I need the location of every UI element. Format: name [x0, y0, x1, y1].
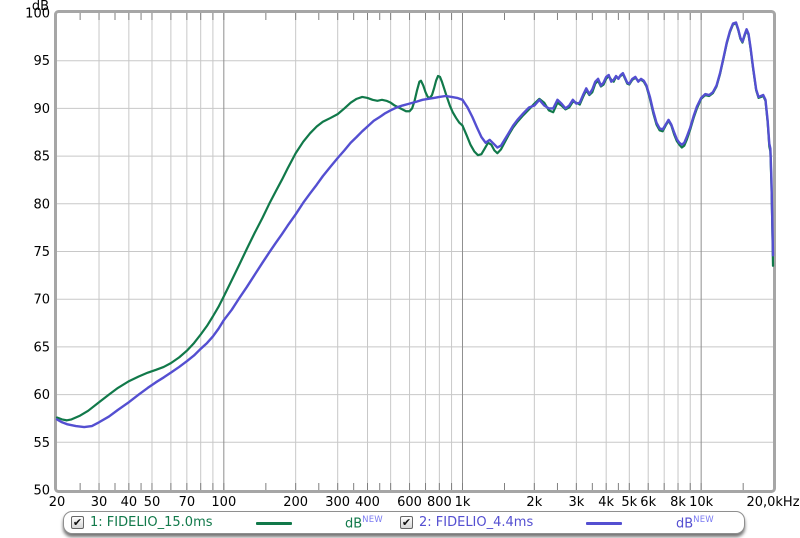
- y-axis-tick-label: 55: [33, 436, 50, 451]
- series-1-curve: [55, 22, 775, 422]
- series-2-label: 2: FIDELIO_4.4ms: [419, 515, 534, 530]
- x-axis-tick-label: 2k: [526, 495, 542, 510]
- x-axis-tick-label: 50: [144, 495, 161, 510]
- x-axis-tick-label: 20: [49, 495, 66, 510]
- series-1-visibility-checkbox[interactable]: ✔: [71, 516, 84, 529]
- x-axis-tick-label: 400: [355, 495, 380, 510]
- y-axis-tick-label: 65: [33, 340, 50, 355]
- x-axis-tick-label: 800: [427, 495, 452, 510]
- checkmark-icon: ✔: [72, 516, 83, 529]
- y-axis-tick-label: 60: [33, 388, 50, 403]
- x-axis-tick-label: 6k: [640, 495, 656, 510]
- y-axis-tick-label: 70: [33, 293, 50, 308]
- series-1-line-swatch: [256, 522, 292, 525]
- series-1-new-badge: NEW: [362, 515, 383, 525]
- series-2-visibility-checkbox[interactable]: ✔: [400, 516, 413, 529]
- plot-border: [54, 10, 776, 493]
- checkmark-icon: ✔: [401, 516, 412, 529]
- x-axis-tick-label: 300: [325, 495, 350, 510]
- series-2-new-badge: NEW: [693, 515, 714, 525]
- y-axis-tick-label: 100: [25, 7, 50, 22]
- x-axis-tick-label: 30: [91, 495, 108, 510]
- x-axis-tick-label: 200: [283, 495, 308, 510]
- x-axis-tick-label: 5k: [621, 495, 637, 510]
- series-1-label: 1: FIDELIO_15.0ms: [90, 515, 213, 530]
- series-2-line-swatch: [586, 522, 622, 525]
- x-axis-tick-label: 3k: [568, 495, 584, 510]
- series-2-unit-badge: dBNEW: [676, 515, 714, 532]
- y-axis-tick-label: 75: [33, 245, 50, 260]
- y-axis-tick-label: 90: [33, 102, 50, 117]
- y-axis-tick-label: 95: [33, 54, 50, 69]
- x-axis-tick-label: 10k: [689, 495, 714, 510]
- db-unit-label: dB: [32, 0, 49, 14]
- x-axis-tick-label: 40: [121, 495, 138, 510]
- y-axis-tick-label: 50: [33, 484, 50, 499]
- y-axis-tick-label: 85: [33, 150, 50, 165]
- x-axis-tick-label: 4k: [598, 495, 614, 510]
- y-axis-tick-label: 80: [33, 197, 50, 212]
- series-2-curve: [55, 21, 775, 429]
- x-axis-tick-label: 8k: [670, 495, 686, 510]
- x-axis-tick-label: 1k: [455, 495, 471, 510]
- series-1-unit-badge: dBNEW: [345, 515, 383, 532]
- x-axis-tick-label: 100: [211, 495, 236, 510]
- x-axis-tick-label: 20,0kHz: [746, 495, 799, 510]
- x-axis-tick-label: 70: [179, 495, 196, 510]
- x-axis-tick-label: 600: [397, 495, 422, 510]
- legend-bar: ✔ 1: FIDELIO_15.0ms dBNEW ✔ 2: FIDELIO_4…: [63, 511, 745, 534]
